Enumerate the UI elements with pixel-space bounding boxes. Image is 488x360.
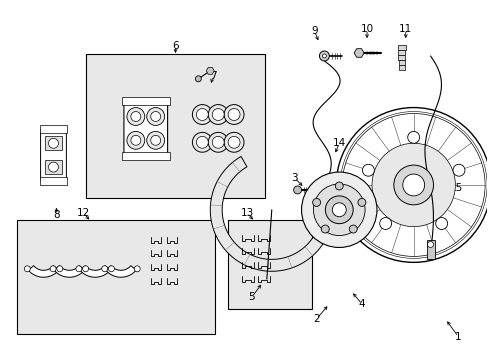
- Circle shape: [312, 198, 320, 206]
- Bar: [398, 60, 404, 65]
- Polygon shape: [210, 157, 333, 271]
- Text: 5: 5: [248, 292, 255, 302]
- FancyBboxPatch shape: [41, 129, 66, 182]
- Circle shape: [57, 266, 62, 272]
- Circle shape: [402, 174, 424, 196]
- Circle shape: [212, 136, 224, 148]
- Circle shape: [127, 131, 144, 149]
- Circle shape: [362, 164, 374, 176]
- Circle shape: [24, 266, 30, 272]
- Circle shape: [146, 108, 164, 125]
- Circle shape: [196, 136, 208, 148]
- Circle shape: [319, 51, 328, 61]
- Circle shape: [228, 136, 240, 148]
- Text: 9: 9: [310, 26, 317, 36]
- Circle shape: [76, 266, 81, 272]
- Circle shape: [82, 266, 88, 272]
- Circle shape: [102, 266, 107, 272]
- Circle shape: [134, 266, 140, 272]
- Polygon shape: [54, 266, 84, 277]
- Bar: [398, 65, 404, 70]
- Polygon shape: [353, 49, 364, 57]
- Circle shape: [224, 132, 244, 152]
- Circle shape: [212, 109, 224, 121]
- Text: 10: 10: [360, 24, 373, 34]
- Circle shape: [313, 184, 365, 235]
- Bar: [40, 177, 67, 185]
- Circle shape: [379, 217, 391, 229]
- Bar: [44, 160, 62, 174]
- Circle shape: [224, 105, 244, 125]
- Circle shape: [357, 198, 365, 206]
- Circle shape: [150, 112, 161, 121]
- Circle shape: [427, 242, 433, 247]
- Text: 8: 8: [53, 210, 60, 220]
- Circle shape: [228, 109, 240, 121]
- Circle shape: [371, 143, 454, 227]
- Circle shape: [208, 132, 228, 152]
- Circle shape: [452, 164, 464, 176]
- Bar: [17, 220, 215, 334]
- Bar: [40, 125, 67, 133]
- Circle shape: [325, 196, 352, 224]
- Circle shape: [336, 108, 488, 262]
- Circle shape: [131, 135, 141, 145]
- Circle shape: [301, 172, 376, 247]
- Bar: [44, 136, 62, 150]
- Text: 13: 13: [240, 208, 253, 218]
- Circle shape: [108, 266, 114, 272]
- Text: 4: 4: [358, 299, 365, 309]
- Circle shape: [127, 108, 144, 125]
- Circle shape: [48, 162, 59, 172]
- Polygon shape: [80, 266, 110, 277]
- Circle shape: [332, 203, 346, 217]
- Bar: [397, 50, 405, 55]
- Circle shape: [208, 105, 228, 125]
- Circle shape: [146, 131, 164, 149]
- Circle shape: [50, 266, 56, 272]
- Text: 2: 2: [312, 314, 319, 324]
- Text: 1: 1: [454, 332, 461, 342]
- Circle shape: [48, 138, 59, 148]
- Circle shape: [321, 225, 328, 233]
- Text: 15: 15: [449, 183, 462, 193]
- Circle shape: [407, 131, 419, 143]
- Circle shape: [196, 109, 208, 121]
- Bar: [426, 239, 434, 260]
- Circle shape: [435, 217, 447, 229]
- Circle shape: [192, 105, 212, 125]
- Text: 7: 7: [209, 71, 216, 81]
- Circle shape: [322, 54, 325, 58]
- Circle shape: [335, 182, 343, 190]
- Text: 3: 3: [291, 173, 297, 183]
- Bar: [122, 152, 169, 160]
- Polygon shape: [105, 266, 136, 277]
- Circle shape: [393, 165, 433, 205]
- Text: 14: 14: [332, 138, 345, 148]
- Bar: [122, 96, 169, 105]
- Bar: [228, 220, 312, 309]
- Text: 11: 11: [398, 24, 411, 34]
- Circle shape: [195, 76, 201, 82]
- Circle shape: [348, 225, 357, 233]
- Text: 12: 12: [77, 208, 90, 218]
- Text: 6: 6: [172, 41, 179, 51]
- Bar: [398, 55, 405, 60]
- FancyBboxPatch shape: [123, 102, 167, 155]
- Polygon shape: [28, 266, 59, 277]
- Circle shape: [131, 112, 141, 121]
- Circle shape: [150, 135, 161, 145]
- Bar: [86, 54, 264, 198]
- Circle shape: [293, 186, 301, 194]
- Polygon shape: [206, 67, 214, 74]
- Circle shape: [192, 132, 212, 152]
- Bar: [397, 45, 405, 50]
